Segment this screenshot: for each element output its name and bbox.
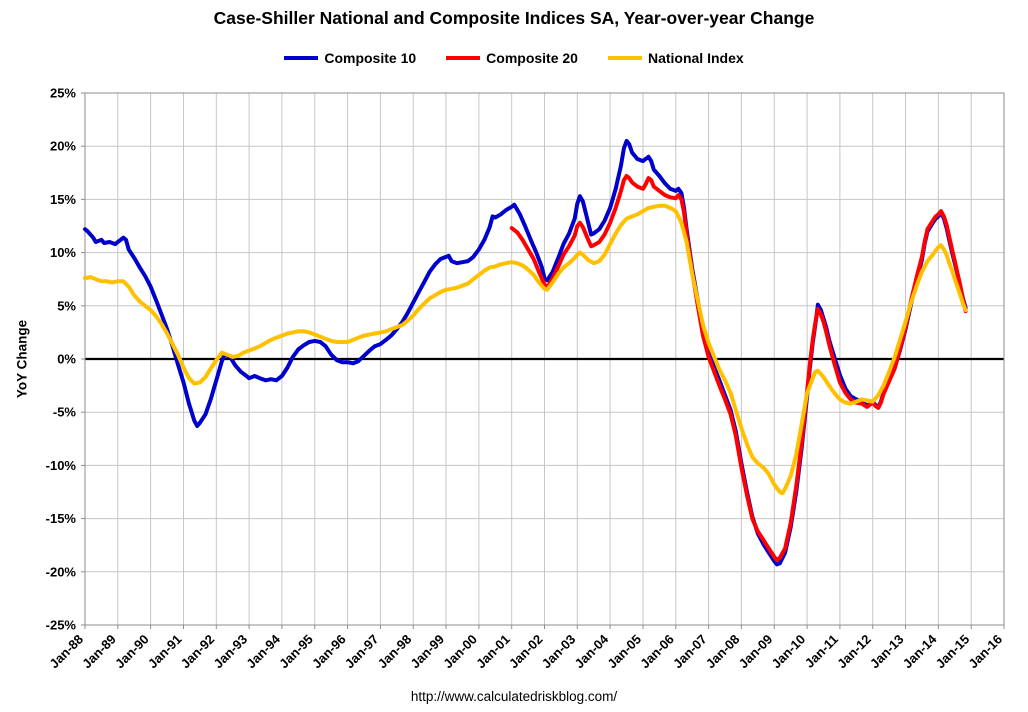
x-tick-label: Jan-09: [736, 632, 776, 672]
x-tick-label: Jan-88: [46, 632, 86, 672]
series-line-composite-20: [509, 174, 968, 563]
x-tick-label: Jan-91: [145, 632, 185, 672]
chart-title: Case-Shiller National and Composite Indi…: [213, 8, 815, 28]
x-tick-label: Jan-02: [506, 632, 546, 672]
x-tick-label: Jan-94: [243, 631, 283, 671]
x-tick-label: Jan-06: [637, 632, 677, 672]
legend-swatch-national-index: [607, 56, 642, 60]
x-tick-label: Jan-10: [768, 632, 808, 672]
x-tick-label: Jan-04: [571, 631, 611, 671]
legend: Composite 10 Composite 20 National Index: [0, 50, 1028, 66]
legend-item-composite-10: Composite 10: [284, 50, 416, 66]
chart-plot: 25% 20% 15% 10% 5% 0% -5% -10% -15% -20% -25%Jan-8…: [46, 86, 1005, 672]
y-tick-label: 15%: [50, 192, 76, 207]
y-tick-label: -15%: [46, 511, 77, 526]
x-tick-label: Jan-00: [440, 632, 480, 672]
x-tick-label: Jan-98: [375, 632, 415, 672]
legend-swatch-composite-20: [446, 56, 481, 60]
x-tick-label: Jan-14: [900, 631, 940, 671]
series-line-national-index: [83, 203, 968, 496]
y-tick-label: 20%: [50, 139, 76, 154]
x-tick-label: Jan-15: [933, 632, 973, 672]
x-tick-label: Jan-07: [670, 632, 710, 672]
x-tick-label: Jan-95: [276, 632, 316, 672]
series-line-composite-10: [83, 138, 968, 567]
y-tick-label: 25%: [50, 86, 76, 101]
footer-url: http://www.calculatedriskblog.com/: [410, 689, 618, 704]
x-tick-label: Jan-01: [473, 632, 513, 672]
y-tick-label: -5%: [53, 405, 77, 420]
x-tick-label: Jan-96: [309, 632, 349, 672]
legend-label-composite-20: Composite 20: [486, 50, 578, 66]
y-tick-label: -25%: [46, 618, 77, 633]
x-tick-label: Jan-03: [539, 632, 579, 672]
x-tick-label: Jan-08: [703, 632, 743, 672]
x-tick-label: Jan-05: [604, 632, 644, 672]
legend-swatch-composite-10: [284, 56, 319, 60]
x-tick-label: Jan-13: [867, 632, 907, 672]
x-tick-label: Jan-11: [802, 632, 841, 671]
y-tick-label: 10%: [50, 245, 76, 260]
x-tick-label: Jan-16: [965, 632, 1005, 672]
legend-label-national-index: National Index: [647, 50, 744, 66]
x-tick-label: Jan-12: [834, 632, 874, 672]
x-tick-label: Jan-89: [79, 632, 119, 672]
legend-item-composite-20: Composite 20: [446, 50, 578, 66]
x-tick-label: Jan-90: [112, 632, 152, 672]
x-tick-label: Jan-92: [178, 632, 218, 672]
x-tick-label: Jan-93: [210, 632, 250, 672]
x-tick-label: Jan-97: [342, 632, 382, 672]
y-tick-label: -10%: [46, 458, 77, 473]
legend-label-composite-10: Composite 10: [324, 50, 417, 66]
x-tick-label: Jan-99: [407, 632, 447, 672]
legend-item-national-index: National Index: [607, 50, 744, 66]
y-tick-label: 5%: [57, 298, 76, 313]
y-tick-label: 0%: [57, 352, 76, 367]
y-tick-label: -20%: [46, 564, 77, 579]
